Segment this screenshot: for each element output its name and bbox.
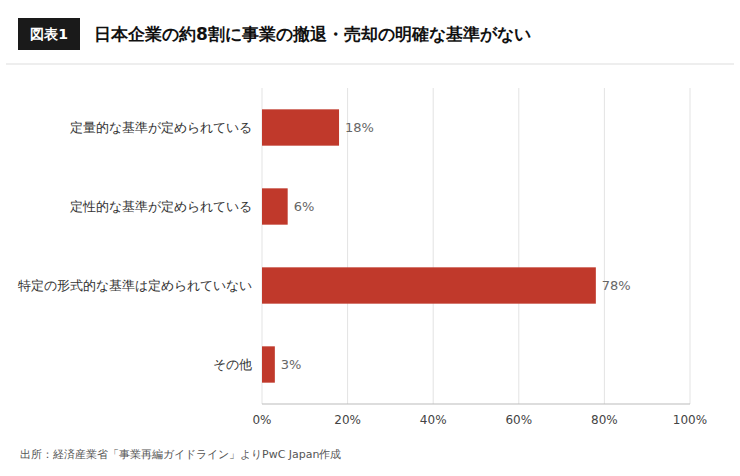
x-tick-label: 100% — [673, 413, 707, 427]
grid-line — [347, 88, 348, 404]
bars — [262, 109, 596, 382]
badge-text: 図表1 — [30, 26, 68, 42]
x-tick-label: 20% — [334, 413, 361, 427]
x-tick-label: 60% — [505, 413, 532, 427]
header-separator — [6, 64, 734, 65]
chart-title: 日本企業の約8割に事業の撤退・売却の明確な基準がない — [94, 24, 531, 44]
x-axis-line — [262, 404, 690, 405]
category-label: 定性的な基準が定められている — [70, 199, 252, 214]
data-label: 78% — [602, 278, 631, 293]
grid-line — [690, 88, 691, 404]
category-label: 定量的な基準が定められている — [70, 120, 252, 135]
category-label: その他 — [213, 357, 252, 372]
grid-line — [518, 88, 519, 404]
grid-line — [433, 88, 434, 404]
x-axis: 0% 20% 40% 60% 80% 100% — [252, 88, 707, 427]
chart-svg: 図表1 日本企業の約8割に事業の撤退・売却の明確な基準がない 0% 20% 40% 60%… — [0, 0, 740, 476]
bar — [262, 267, 596, 303]
badge-background — [18, 18, 80, 50]
labels: 定量的な基準が定められている 18% 定性的な基準が定められている 6% 特定の形式的な… — [18, 120, 631, 372]
data-label: 18% — [345, 120, 374, 135]
bar — [262, 109, 339, 145]
data-label: 6% — [294, 199, 315, 214]
x-tick-label: 0% — [252, 413, 271, 427]
grid-line — [604, 88, 605, 404]
data-label: 3% — [281, 357, 302, 372]
bar — [262, 346, 275, 382]
chart-container: 図表1 日本企業の約8割に事業の撤退・売却の明確な基準がない 0% 20% 40% 60%… — [0, 0, 740, 476]
x-tick-label: 40% — [420, 413, 447, 427]
source-text: 出所：経済産業省「事業再編ガイドライン」よりPwC Japan作成 — [20, 448, 342, 461]
x-tick-label: 80% — [591, 413, 618, 427]
bar — [262, 188, 288, 224]
category-label: 特定の形式的な基準は定められていない — [18, 278, 252, 293]
badge: 図表1 — [18, 18, 80, 50]
